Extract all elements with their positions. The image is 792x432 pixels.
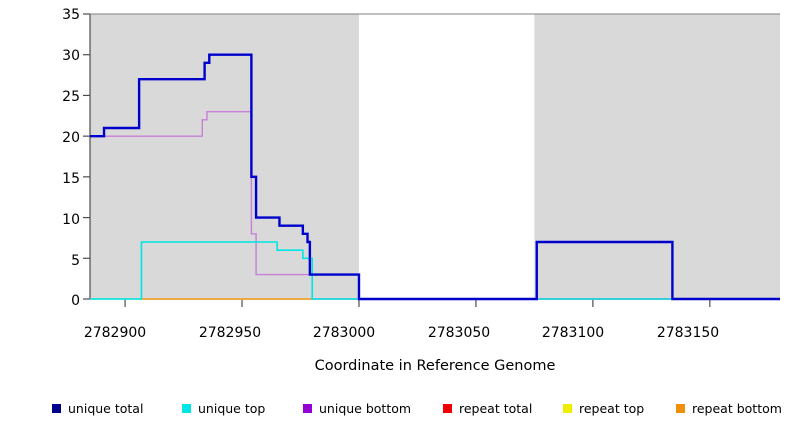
legend-item-unique-top[interactable]: unique top [182,398,265,418]
legend-label: repeat total [459,400,533,416]
x-tick-label: 2782900 [83,325,147,341]
legend-item-repeat-bottom[interactable]: repeat bottom [676,398,782,418]
x-tick-label: 2783050 [427,325,491,341]
legend-item-repeat-top[interactable]: repeat top [563,398,644,418]
legend-swatch-icon [676,403,685,413]
x-tick-label: 2783000 [312,325,376,341]
legend-label: unique total [68,400,144,416]
x-tick-label: 2783150 [656,325,720,341]
legend-label: unique top [198,400,266,416]
series-line [90,241,780,300]
y-tick-label: 35 [62,7,80,23]
y-tick-label: 25 [62,89,80,105]
legend-swatch-icon [182,403,191,413]
chart-legend: unique total unique top unique bottom re… [0,398,792,420]
y-tick-label: 30 [62,48,80,64]
y-tick-label: 5 [71,253,80,269]
legend-item-repeat-total[interactable]: repeat total [443,398,532,418]
legend-swatch-icon [303,403,312,413]
legend-label: repeat bottom [692,400,782,416]
series-line [90,53,780,301]
y-tick-label: 10 [62,212,80,228]
x-axis-title: Coordinate in Reference Genome [314,358,556,374]
legend-swatch-icon [52,403,61,413]
x-tick-label: 2783100 [541,325,605,341]
x-tick-label: 2782950 [198,325,262,341]
shaded-region [534,14,780,299]
legend-item-unique-total[interactable]: unique total [52,398,143,418]
shaded-region [90,14,359,299]
legend-item-unique-bottom[interactable]: unique bottom [303,398,411,418]
y-tick-label: 0 [71,293,80,309]
y-tick-label: 20 [62,130,80,146]
legend-swatch-icon [443,403,452,413]
legend-swatch-icon [563,403,572,413]
y-tick-label: 15 [62,171,80,187]
legend-label: repeat top [579,400,645,416]
legend-label: unique bottom [319,400,412,416]
